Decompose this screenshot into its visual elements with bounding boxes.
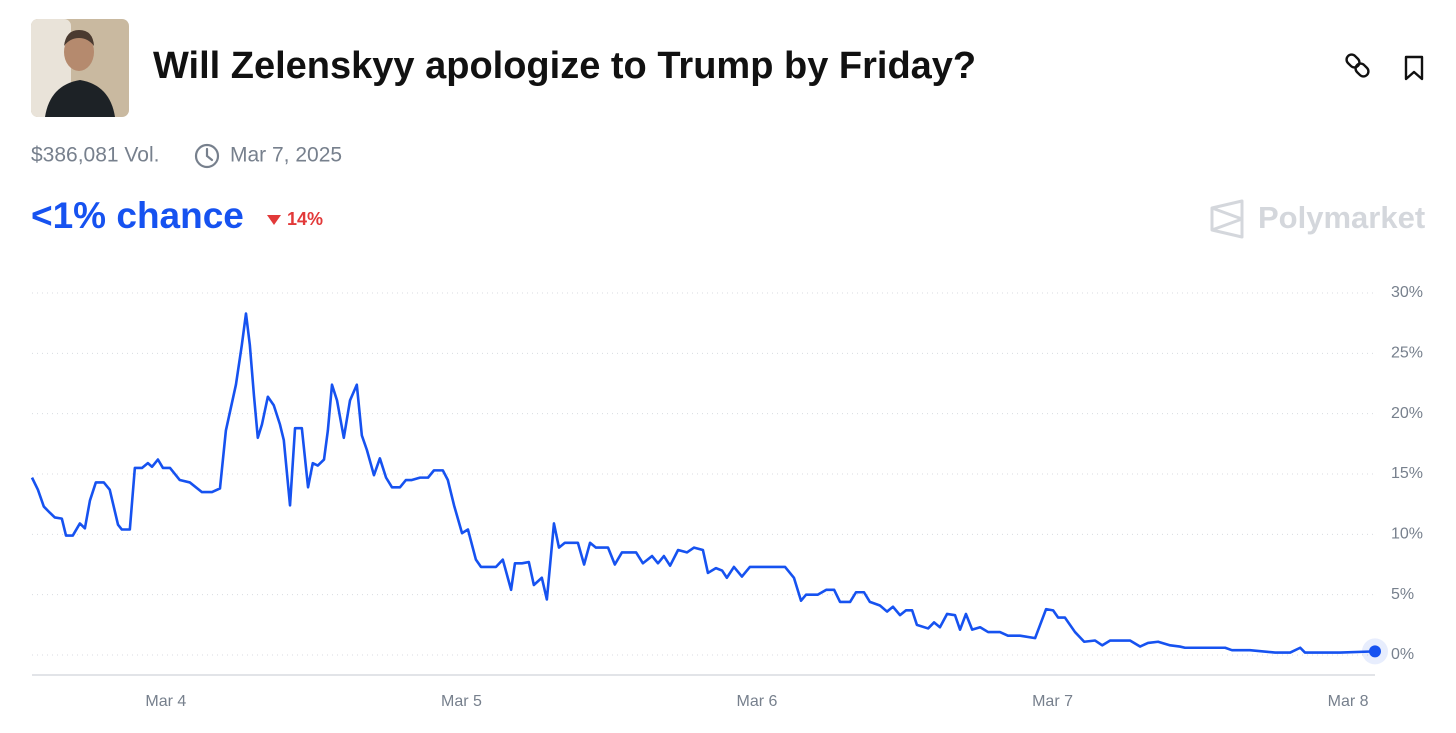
y-tick-label: 20% (1391, 405, 1423, 422)
x-tick-label: Mar 5 (441, 693, 482, 710)
y-tick-label: 15% (1391, 465, 1423, 482)
chance: <1% chance (31, 195, 244, 236)
current-point (1369, 645, 1381, 658)
x-tick-label: Mar 4 (145, 693, 186, 710)
market-title: Will Zelenskyy apologize to Trump by Fri… (153, 45, 976, 87)
x-tick-label: Mar 7 (1032, 693, 1073, 710)
thumbnail (31, 19, 129, 117)
end-date: Mar 7, 2025 (230, 144, 342, 167)
brand-logo (1210, 199, 1244, 239)
y-tick-label: 30% (1391, 284, 1423, 301)
bookmark-button[interactable] (1404, 55, 1424, 81)
volume: $386,081 Vol. (31, 144, 159, 167)
x-tick-label: Mar 6 (737, 693, 778, 710)
y-tick-label: 25% (1391, 345, 1423, 362)
change-arrow (267, 215, 281, 225)
y-tick-label: 10% (1391, 526, 1423, 543)
brand: Polymarket (1258, 200, 1425, 235)
change: 14% (287, 209, 323, 229)
y-tick-label: 5% (1391, 586, 1414, 603)
copy-link-button[interactable] (1345, 53, 1371, 79)
y-tick-label: 0% (1391, 646, 1414, 663)
x-tick-label: Mar 8 (1328, 693, 1369, 710)
price-line (30, 312, 1376, 654)
clock-icon (194, 143, 220, 169)
